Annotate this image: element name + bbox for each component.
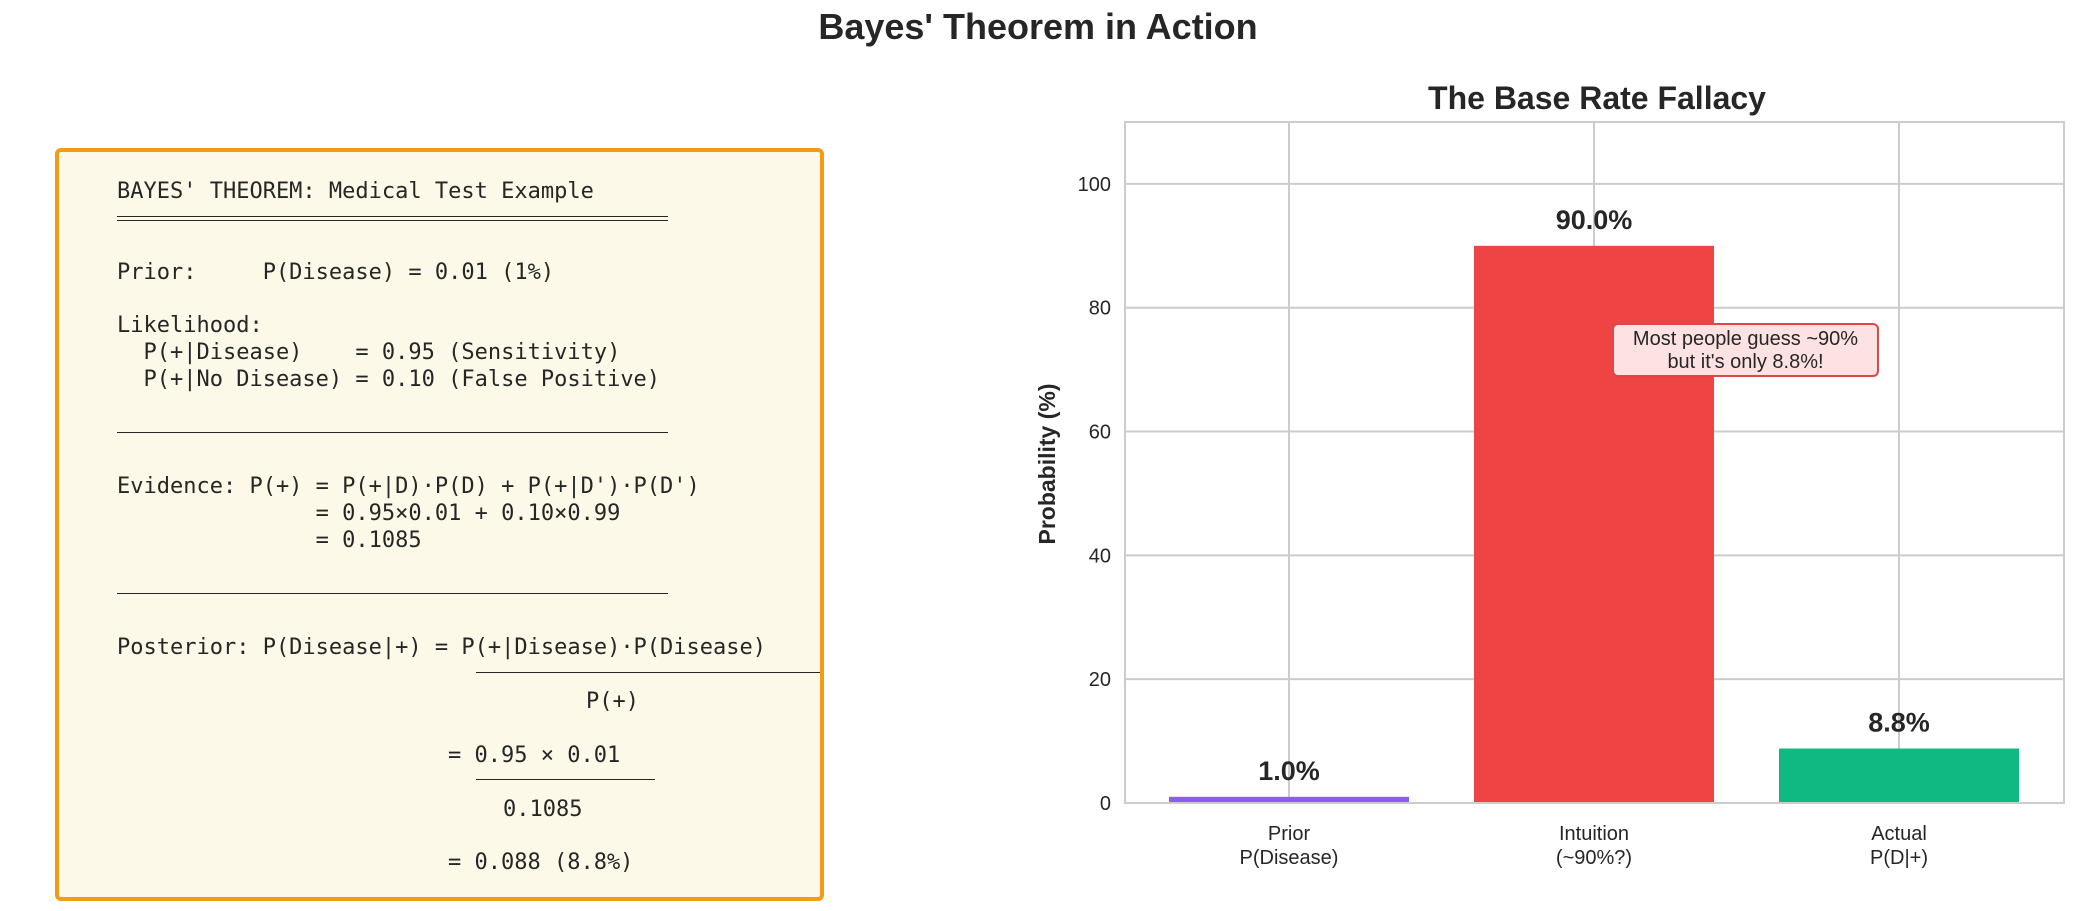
x-tick-label: Intuition: [1559, 823, 1629, 845]
y-tick-label: 60: [1089, 422, 1111, 444]
numeric-fraction-bar: [476, 779, 655, 780]
posterior-fraction-bar: [476, 672, 820, 673]
chart-title: The Base Rate Fallacy: [1428, 80, 1766, 116]
y-tick-label: 80: [1089, 298, 1111, 320]
y-tick-label: 40: [1089, 545, 1111, 567]
figure-title: Bayes' Theorem in Action: [818, 6, 1258, 47]
likelihood-sensitivity: P(+|Disease) = 0.95 (Sensitivity): [117, 340, 621, 365]
prior-line: Prior: P(Disease) = 0.01 (1%): [117, 260, 555, 285]
y-tick-label: 100: [1078, 174, 1111, 196]
formula-heading: BAYES' THEOREM: Medical Test Example: [117, 179, 594, 204]
annotation-line-1: Most people guess ~90%: [1632, 328, 1859, 350]
heading-double-rule-top: [117, 216, 668, 217]
evidence-line-1: Evidence: P(+) = P(+|D)·P(D) + P(+|D')·P…: [117, 474, 700, 499]
posterior-denominator: P(+): [586, 689, 639, 714]
posterior-result: = 0.088 (8.8%): [448, 850, 634, 875]
heading-double-rule-bottom: [117, 220, 668, 221]
posterior-numeric-denominator: 0.1085: [503, 797, 583, 822]
bar: [1779, 748, 2019, 803]
x-tick-label: Actual: [1871, 823, 1927, 845]
evidence-line-2: = 0.95×0.01 + 0.10×0.99: [117, 501, 621, 526]
likelihood-title: Likelihood:: [117, 313, 263, 338]
likelihood-false-positive: P(+|No Disease) = 0.10 (False Positive): [117, 367, 661, 392]
value-labels: 1.0% 90.0% 8.8%: [1258, 205, 1930, 786]
bar: [1169, 796, 1409, 803]
x-tick-label: P(D|+): [1870, 847, 1928, 869]
y-axis-title: Probability (%): [1034, 383, 1060, 544]
y-tick-labels: 0 20 40 60 80 100: [1078, 174, 1111, 815]
bar-value-label: 8.8%: [1868, 708, 1930, 738]
annotation-callout: Most people guess ~90% but it's only 8.8…: [1612, 323, 1879, 377]
bar-value-label: 1.0%: [1258, 756, 1320, 786]
formula-panel: [55, 148, 824, 901]
plot-frame: [1124, 121, 2065, 804]
y-tick-label: 0: [1100, 793, 1111, 815]
posterior-numeric-numerator: = 0.95 × 0.01: [448, 743, 621, 768]
posterior-line: Posterior: P(Disease|+) = P(+|Disease)·P…: [117, 635, 767, 660]
x-tick-label: P(Disease): [1240, 847, 1339, 869]
y-tick-label: 20: [1089, 669, 1111, 691]
x-tick-label: Prior: [1268, 823, 1311, 845]
evidence-line-3: = 0.1085: [117, 528, 422, 553]
bar-value-label: 90.0%: [1556, 205, 1633, 235]
bars: [1169, 245, 2019, 803]
annotation-line-2: but it's only 8.8%!: [1667, 351, 1824, 373]
x-tick-label: (~90%?): [1556, 847, 1632, 869]
section-divider-1: [117, 432, 668, 433]
section-divider-2: [117, 593, 668, 594]
